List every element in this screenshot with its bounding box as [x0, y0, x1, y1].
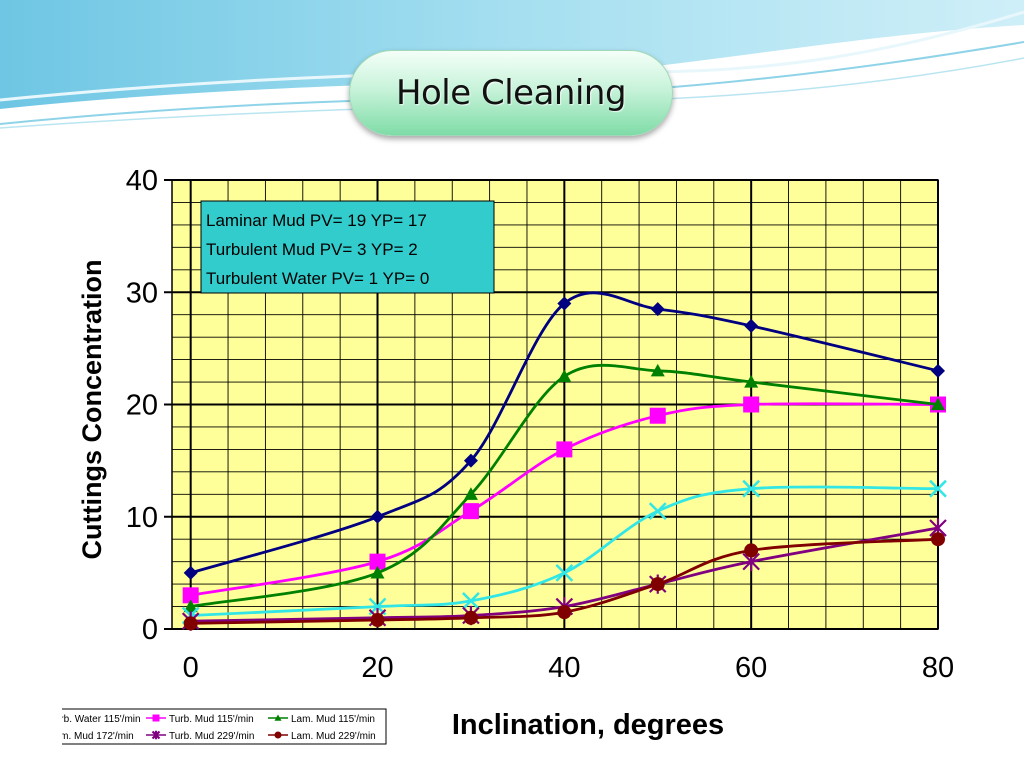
data-point	[744, 318, 759, 333]
chart-area: 0 10 20 30 40 0 20 40 60 80 Inclination, degrees Cu…	[62, 152, 960, 772]
series-line	[190, 363, 939, 608]
x-tick-label: 60	[735, 652, 767, 684]
legend-label: Turb. Mud 115'/min	[169, 714, 254, 725]
series-0	[183, 291, 945, 580]
data-point	[183, 565, 198, 580]
y-tick-label: 20	[126, 390, 158, 422]
series-5	[183, 532, 945, 631]
data-point	[649, 407, 666, 424]
data-point	[650, 363, 665, 377]
legend-item: Turb. Water 115'/min	[62, 714, 141, 725]
legend-item: Lam. Mud 172'/min	[62, 731, 134, 742]
legend-label: Turb. Mud 229'/min	[169, 731, 254, 742]
data-point	[742, 479, 761, 498]
data-point	[370, 565, 385, 579]
data-point	[370, 613, 385, 628]
slide-title: Hole Cleaning	[395, 73, 627, 113]
data-point	[648, 502, 667, 521]
x-tick-label: 80	[922, 652, 954, 684]
x-tick-label: 20	[361, 652, 393, 684]
x-axis-title: Inclination, degrees	[452, 709, 724, 741]
data-point	[463, 453, 478, 468]
data-point	[744, 543, 759, 558]
legend-label: Lam. Mud 229'/min	[291, 731, 376, 742]
data-point	[650, 577, 665, 592]
legend-item: Lam. Mud 115'/min	[268, 714, 375, 725]
legend-label: Turb. Water 115'/min	[62, 714, 141, 725]
data-point	[931, 363, 945, 378]
data-point	[462, 592, 480, 610]
x-tick-label: 0	[183, 652, 199, 684]
data-point	[931, 532, 945, 547]
series-2	[183, 363, 945, 613]
y-tick-label: 10	[126, 502, 158, 534]
data-point	[744, 375, 759, 388]
data-point	[650, 302, 665, 317]
data-point	[557, 605, 572, 620]
legend-item: Turb. Mud 229'/min	[146, 730, 254, 742]
legend-item: Lam. Mud 229'/min	[268, 731, 376, 742]
data-point	[557, 369, 572, 383]
data-point	[370, 509, 385, 524]
data-point	[463, 487, 478, 500]
data-point	[183, 599, 198, 613]
data-point	[182, 587, 199, 604]
legend-label: Lam. Mud 172'/min	[62, 731, 134, 742]
y-axis-title: Cuttings Concentration	[77, 260, 107, 560]
data-point	[556, 441, 573, 458]
x-tick-label: 40	[548, 652, 580, 684]
title-pill: Hole Cleaning	[349, 50, 673, 136]
legend: Turb. Water 115'/min Turb. Mud 115'/min La…	[62, 708, 387, 745]
annotation-line: Turbulent Mud PV= 3 YP= 2	[206, 240, 418, 259]
series-line	[190, 291, 939, 575]
annotation-box: Laminar Mud PV= 19 YP= 17 Turbulent Mud P…	[200, 200, 495, 294]
annotation-line: Turbulent Water PV= 1 YP= 0	[206, 269, 429, 288]
legend-swatch-marker	[152, 714, 160, 722]
data-point	[555, 563, 574, 582]
legend-swatch-marker	[274, 714, 282, 721]
data-point	[743, 396, 760, 413]
hole-cleaning-chart: 0 10 20 30 40 0 20 40 60 80 Inclination, degrees Cu…	[62, 165, 954, 745]
y-tick-label: 0	[142, 614, 158, 646]
legend-background	[62, 708, 387, 745]
annotation-line: Laminar Mud PV= 19 YP= 17	[206, 211, 427, 230]
y-tick-label: 40	[126, 165, 158, 197]
data-point	[463, 610, 478, 625]
legend-item: Turb. Mud 115'/min	[146, 714, 254, 725]
legend-swatch-marker	[274, 731, 282, 739]
data-point	[462, 503, 479, 520]
data-point	[557, 296, 572, 311]
data-point	[931, 397, 945, 411]
annotation-background	[200, 200, 495, 294]
data-point	[369, 553, 386, 570]
data-point	[183, 616, 198, 631]
y-tick-label: 30	[126, 277, 158, 309]
legend-swatch-marker	[151, 730, 161, 740]
legend-label: Lam. Mud 115'/min	[291, 714, 375, 725]
data-point	[929, 479, 947, 498]
